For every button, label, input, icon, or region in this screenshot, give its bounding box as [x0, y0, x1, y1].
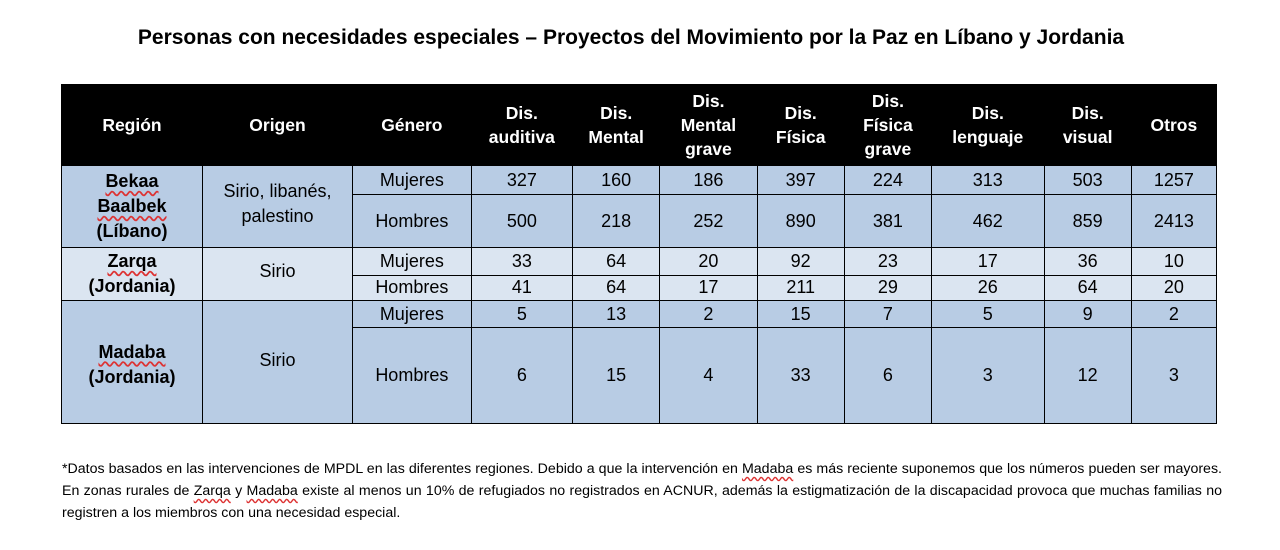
- header-fisica: Dis. Física: [756, 83, 845, 167]
- value-cell: 6: [470, 327, 574, 424]
- origen-cell: Sirio, libanés, palestino: [201, 165, 354, 249]
- table-row: Madaba (Jordania) Sirio Mujeres 5 13 2 15…: [61, 299, 1218, 425]
- value-cell: 23: [843, 247, 933, 277]
- value-cell: 10: [1130, 247, 1218, 277]
- region-cell: Madaba (Jordania): [61, 299, 203, 425]
- value-cell: 17: [659, 275, 758, 301]
- value-cell: 12: [1043, 327, 1132, 424]
- value-cell: 3: [1130, 327, 1218, 424]
- header-visual: Dis. visual: [1043, 83, 1132, 167]
- value-cell: 160: [572, 165, 661, 195]
- value-cell: 224: [843, 165, 933, 195]
- value-cell: 26: [931, 275, 1045, 301]
- header-otros: Otros: [1130, 83, 1218, 167]
- region-cell: Zarqa (Jordania): [61, 247, 203, 301]
- genero-cell: Hombres: [352, 327, 472, 424]
- region-cell: Bekaa Baalbek (Líbano): [61, 165, 203, 249]
- header-genero: Género: [352, 83, 472, 167]
- genero-cell: Mujeres: [352, 165, 472, 195]
- footnote: *Datos basados en las intervenciones de …: [62, 461, 1222, 521]
- origen-cell: Sirio: [201, 247, 354, 301]
- value-cell: 2413: [1130, 193, 1218, 249]
- value-cell: 186: [659, 165, 758, 195]
- value-cell: 327: [470, 165, 574, 195]
- header-mental: Dis. Mental: [572, 83, 661, 167]
- value-cell: 2: [659, 299, 758, 329]
- page-title: Personas con necesidades especiales – Pr…: [137, 26, 1125, 49]
- table-row: Zarqa (Jordania) Sirio Mujeres 33 64 20 9…: [61, 247, 1218, 301]
- value-cell: 3: [931, 327, 1045, 424]
- value-cell: 218: [572, 193, 661, 249]
- value-cell: 17: [931, 247, 1045, 277]
- value-cell: 29: [843, 275, 933, 301]
- value-cell: 13: [572, 299, 661, 329]
- value-cell: 503: [1043, 165, 1132, 195]
- value-cell: 381: [843, 193, 933, 249]
- value-cell: 6: [843, 327, 933, 424]
- genero-cell: Hombres: [352, 193, 472, 249]
- genero-cell: Hombres: [352, 275, 472, 301]
- value-cell: 64: [572, 247, 661, 277]
- value-cell: 20: [1130, 275, 1218, 301]
- value-cell: 92: [756, 247, 845, 277]
- value-cell: 313: [931, 165, 1045, 195]
- value-cell: 9: [1043, 299, 1132, 329]
- value-cell: 64: [572, 275, 661, 301]
- header-origen: Origen: [201, 83, 354, 167]
- value-cell: 15: [756, 299, 845, 329]
- value-cell: 859: [1043, 193, 1132, 249]
- origen-cell: Sirio: [201, 299, 354, 425]
- value-cell: 41: [470, 275, 574, 301]
- value-cell: 890: [756, 193, 845, 249]
- value-cell: 20: [659, 247, 758, 277]
- table-row: Bekaa Baalbek (Líbano) Sirio, libanés, pale…: [61, 165, 1218, 249]
- value-cell: 500: [470, 193, 574, 249]
- value-cell: 397: [756, 165, 845, 195]
- genero-cell: Mujeres: [352, 299, 472, 329]
- header-fisica-grave: Dis. Física grave: [843, 83, 933, 167]
- value-cell: 252: [659, 193, 758, 249]
- value-cell: 15: [572, 327, 661, 424]
- header-auditiva: Dis. auditiva: [470, 83, 574, 167]
- header-lenguaje: Dis. lenguaje: [931, 83, 1045, 167]
- value-cell: 4: [659, 327, 758, 424]
- table-row: Hombres 41 64 17 211 29 26 64 20: [62, 275, 1218, 301]
- header-row: Región Origen Género Dis. auditiva Dis. Me…: [61, 83, 1218, 167]
- value-cell: 33: [470, 247, 574, 277]
- value-cell: 2: [1130, 299, 1218, 329]
- value-cell: 33: [756, 327, 845, 424]
- table-row: Hombres 6 15 4 33 6 3 12 3: [62, 327, 1218, 424]
- value-cell: 5: [470, 299, 574, 329]
- table-row: Hombres 500 218 252 890 381 462 859 2413: [62, 193, 1218, 249]
- value-cell: 7: [843, 299, 933, 329]
- header-region: Región: [61, 83, 203, 167]
- disability-table: Región Origen Género Dis. auditiva Dis. Me…: [61, 83, 1218, 425]
- genero-cell: Mujeres: [352, 247, 472, 277]
- value-cell: 64: [1043, 275, 1132, 301]
- value-cell: 36: [1043, 247, 1132, 277]
- value-cell: 5: [931, 299, 1045, 329]
- value-cell: 1257: [1130, 165, 1218, 195]
- value-cell: 462: [931, 193, 1045, 249]
- value-cell: 211: [756, 275, 845, 301]
- header-mental-grave: Dis. Mental grave: [659, 83, 758, 167]
